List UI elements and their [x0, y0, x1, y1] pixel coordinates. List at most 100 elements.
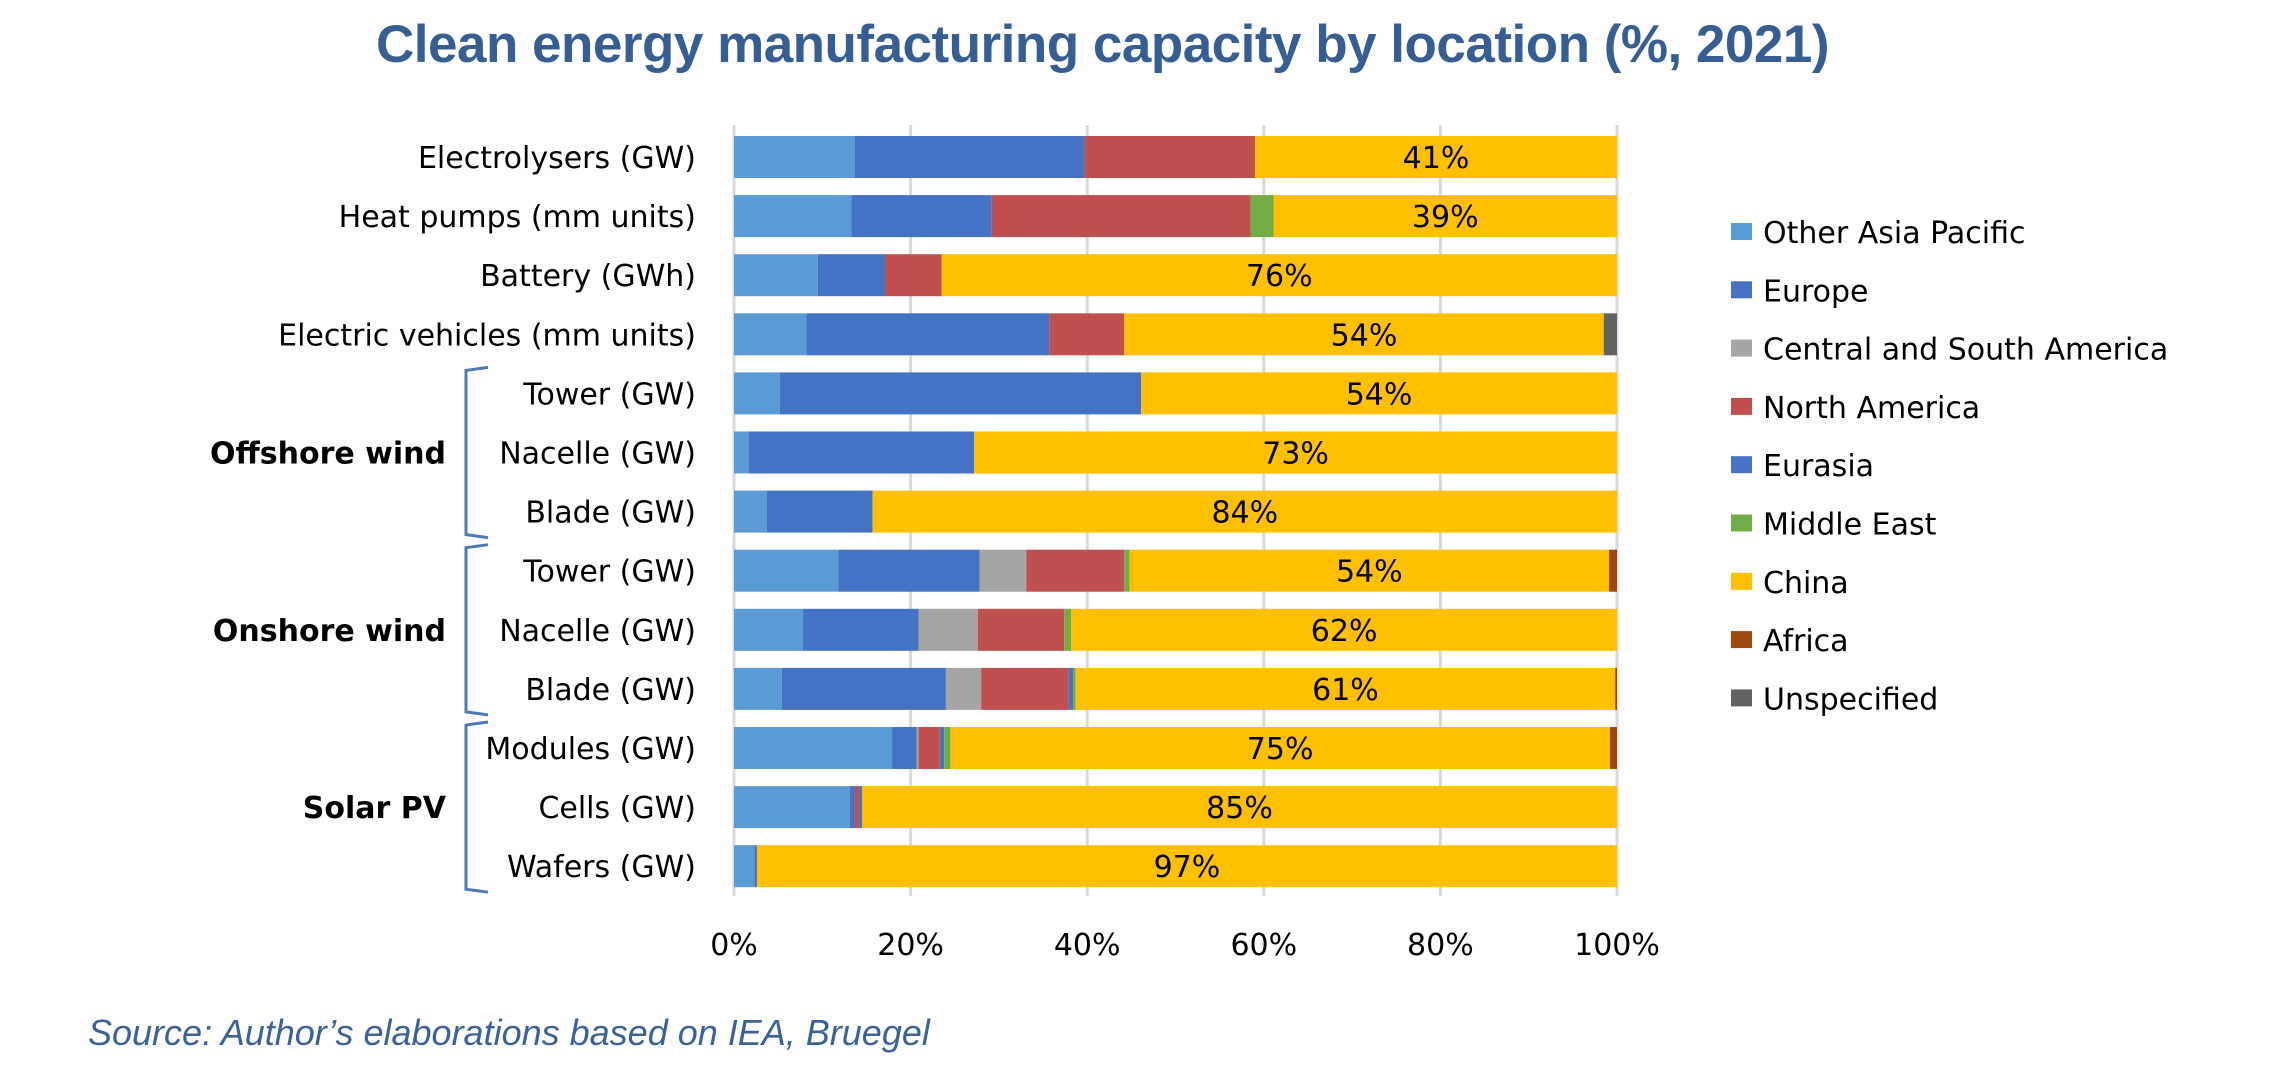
category-label: Nacelle (GW) — [499, 614, 696, 649]
bar-segment-europe — [892, 727, 917, 769]
bar-segment-other-asia-pacific — [734, 313, 807, 356]
category-label: Cells (GW) — [538, 791, 696, 826]
data-label: 54% — [1346, 377, 1413, 412]
bar-segment-europe — [779, 372, 1142, 415]
x-tick-label: 60% — [1230, 928, 1297, 963]
bar-segment-china — [862, 786, 1617, 829]
bar-segment-eurasia — [1068, 667, 1074, 710]
legend-swatch — [1731, 456, 1752, 474]
bar-segment-other-asia-pacific — [734, 845, 755, 888]
legend-item: Europe — [1731, 274, 1869, 309]
bar-segment-north-america — [981, 667, 1069, 710]
bar-segment-central-and-south-america — [918, 608, 978, 651]
bar-segment-eurasia — [939, 727, 945, 769]
data-labels: 41% 39% 76% 54% 54% 73% 84% 54% 62% 61% 75% 85% 97% — [1154, 141, 1479, 885]
legend: Other Asia Pacific Europe Central and Sout… — [1731, 216, 2168, 717]
bar-segment-china — [1071, 608, 1617, 651]
legend-label: Africa — [1763, 624, 1849, 659]
category-label: Blade (GW) — [525, 673, 696, 708]
bar-segment-central-and-south-america — [945, 667, 982, 710]
legend-item: Unspecified — [1731, 682, 1938, 717]
legend-swatch — [1731, 631, 1752, 649]
bar-segment-other-asia-pacific — [734, 727, 893, 769]
bar-segment-middle-east — [1250, 195, 1274, 238]
group-bracket — [464, 365, 489, 540]
legend-swatch — [1731, 223, 1752, 240]
category-label: Modules (GW) — [485, 732, 696, 767]
bar-segment-north-america — [1026, 549, 1125, 592]
bar-segment-europe — [851, 195, 992, 238]
group-label: Solar PV — [303, 791, 447, 826]
legend-label: Eurasia — [1763, 449, 1874, 484]
legend-label: Unspecified — [1763, 682, 1938, 717]
bar-segment-middle-east — [1064, 608, 1072, 651]
bar-segment-other-asia-pacific — [734, 490, 767, 533]
group-label: Onshore wind — [213, 614, 446, 649]
x-tick-label: 20% — [877, 928, 944, 963]
bar-segment-china — [1254, 136, 1617, 178]
bar-segment-north-america — [854, 786, 860, 829]
bar-segment-europe — [766, 490, 873, 533]
bar-segment-europe — [806, 313, 1050, 356]
data-label: 61% — [1312, 673, 1379, 708]
bar-segment-unspecified — [1603, 313, 1617, 356]
legend-label: China — [1763, 566, 1849, 601]
category-labels: Electrolysers (GW) Heat pumps (mm units) B… — [278, 141, 696, 885]
legend-label: Middle East — [1763, 508, 1937, 543]
legend-item: North America — [1731, 391, 1980, 426]
legend-item: China — [1731, 566, 1849, 601]
data-label: 62% — [1311, 614, 1378, 649]
bar-segment-other-asia-pacific — [734, 254, 818, 297]
bar-segment-china — [1129, 549, 1610, 592]
legend-label: North America — [1763, 391, 1980, 426]
bar-segment-africa — [1615, 667, 1617, 710]
bar-segment-china — [1124, 313, 1604, 356]
legend-label: Other Asia Pacific — [1763, 216, 2025, 251]
bar-segment-other-asia-pacific — [734, 431, 750, 474]
group-bracket — [464, 543, 489, 717]
legend-label: Europe — [1763, 274, 1869, 309]
data-label: 75% — [1247, 732, 1314, 767]
category-label: Blade (GW) — [525, 496, 696, 531]
bar-segment-china — [1141, 372, 1617, 415]
data-label: 97% — [1154, 850, 1221, 885]
bar-segment-middle-east — [1124, 549, 1130, 592]
legend-swatch — [1731, 514, 1752, 532]
bar-segment-north-america — [884, 254, 942, 297]
bar-segment-north-america — [918, 727, 940, 769]
legend-swatch — [1731, 572, 1752, 590]
bar-segment-europe — [754, 845, 757, 888]
bar-segment-europe — [817, 254, 885, 297]
bar-segment-other-asia-pacific — [734, 372, 780, 415]
x-axis-tick-labels: 0% 20% 40% 60% 80% 100% — [710, 928, 1660, 963]
group-brackets: Offshore wind Onshore wind Solar PV — [210, 365, 489, 894]
bar-segment-other-asia-pacific — [734, 667, 782, 710]
chart-title: Clean energy manufacturing capacity by l… — [376, 15, 1830, 74]
category-label: Electric vehicles (mm units) — [278, 318, 696, 353]
category-label: Nacelle (GW) — [499, 437, 696, 472]
bar-segment-africa — [1609, 549, 1617, 592]
category-label: Battery (GWh) — [480, 259, 696, 294]
bar-segment-china — [1075, 667, 1616, 710]
data-label: 84% — [1211, 496, 1278, 531]
bar-segment-africa — [1609, 727, 1617, 769]
x-tick-label: 40% — [1054, 928, 1121, 963]
source-note: Source: Author’s elaborations based on I… — [88, 1012, 930, 1053]
x-tick-label: 80% — [1407, 928, 1474, 963]
group-bracket — [464, 720, 489, 894]
bar-segment-middle-east — [1073, 667, 1076, 710]
category-label: Heat pumps (mm units) — [339, 200, 696, 235]
data-label: 41% — [1403, 141, 1470, 176]
legend-swatch — [1731, 281, 1752, 299]
group-label: Offshore wind — [210, 437, 446, 472]
legend-item: Middle East — [1731, 508, 1937, 543]
bar-segment-north-america — [1084, 136, 1255, 178]
bar-segment-china — [941, 254, 1617, 297]
x-tick-label: 100% — [1574, 928, 1660, 963]
bar-segment-china — [872, 490, 1617, 533]
bar-segment-north-america — [977, 608, 1065, 651]
bar-segment-china — [1273, 195, 1617, 238]
legend-item: Other Asia Pacific — [1731, 216, 2025, 251]
bar-segment-other-asia-pacific — [734, 549, 839, 592]
